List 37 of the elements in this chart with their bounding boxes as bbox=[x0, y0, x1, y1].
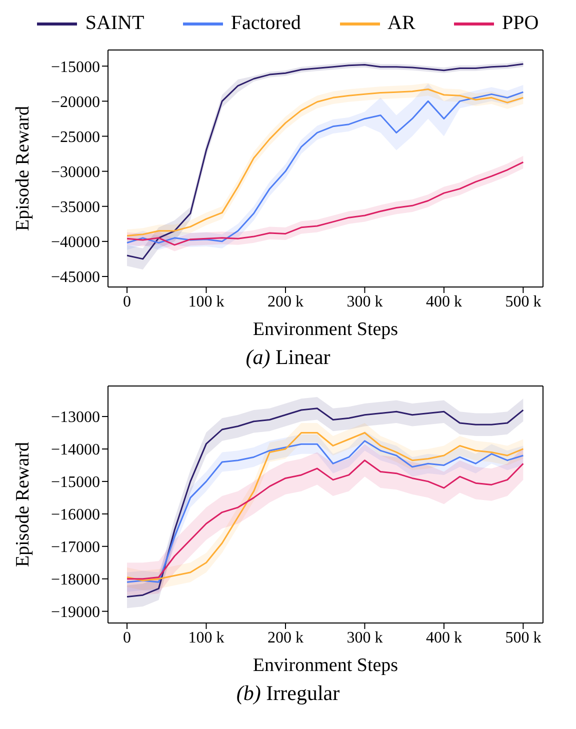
y-tick-label: −25000 bbox=[50, 128, 100, 146]
x-tick-label: 200 k bbox=[267, 293, 304, 310]
y-tick-label: −15000 bbox=[50, 58, 100, 76]
y-tick-label: −19000 bbox=[50, 604, 100, 621]
y-tick-label: −18000 bbox=[50, 572, 100, 589]
x-tick-label: 400 k bbox=[426, 629, 462, 646]
y-tick-label: −13000 bbox=[50, 409, 100, 426]
x-tick-label: 0 bbox=[123, 629, 132, 646]
legend-label: SAINT bbox=[85, 12, 144, 35]
x-axis-title: Environment Steps bbox=[252, 655, 398, 676]
x-tick-label: 0 bbox=[123, 293, 132, 310]
x-tick-label: 400 k bbox=[426, 293, 462, 310]
x-axis-title: Environment Steps bbox=[252, 319, 398, 340]
x-tick-label: 100 k bbox=[188, 629, 224, 646]
text: (a) Linear bbox=[244, 344, 332, 371]
y-tick-label: −30000 bbox=[50, 164, 100, 181]
x-tick-label: 300 k bbox=[346, 629, 383, 646]
x-tick-label: 100 k bbox=[188, 293, 224, 310]
y-tick-label: −15000 bbox=[50, 474, 100, 492]
x-tick-label: 200 k bbox=[267, 629, 304, 646]
y-tick-label: −14000 bbox=[50, 442, 100, 459]
x-tick-label: 500 k bbox=[505, 629, 542, 646]
line-series bbox=[126, 460, 524, 580]
legend-label: Factored bbox=[230, 12, 301, 35]
legend-label: AR bbox=[388, 12, 416, 35]
text: (b) Irregular bbox=[235, 680, 341, 707]
y-tick-label: −16000 bbox=[50, 506, 100, 524]
y-tick-label: −40000 bbox=[50, 234, 100, 252]
y-axis-title: Episode Reward bbox=[12, 441, 34, 568]
y-tick-label: −17000 bbox=[50, 539, 100, 556]
x-tick-label: 500 k bbox=[505, 293, 542, 310]
x-tick-label: 300 k bbox=[346, 293, 383, 310]
legend-label: PPO bbox=[502, 12, 539, 35]
y-tick-label: −45000 bbox=[50, 269, 100, 286]
y-tick-label: −20000 bbox=[50, 94, 100, 111]
y-tick-label: −35000 bbox=[50, 199, 100, 216]
y-axis-title: Episode Reward bbox=[12, 105, 34, 232]
